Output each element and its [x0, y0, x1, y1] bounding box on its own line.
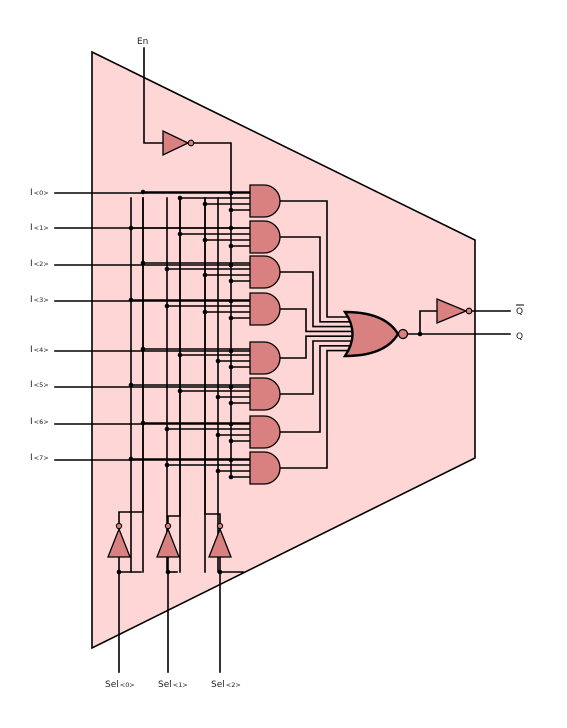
enable-label: En [137, 37, 148, 47]
nor-input-wire-0 [279, 200, 356, 318]
nor-input-wire-5 [279, 340, 356, 395]
junction-dot [202, 309, 208, 315]
q-label: Q [516, 332, 523, 342]
input-label-4: I<4> [30, 345, 49, 355]
junction-dot [215, 432, 221, 438]
q-bar-label: Q [516, 307, 523, 317]
junction-dot [140, 420, 146, 426]
junction-dot [128, 225, 134, 231]
junction-dot [228, 384, 234, 390]
junction-dot [228, 298, 234, 304]
sel0-inv-route [118, 197, 144, 524]
junctions [116, 189, 423, 575]
junction-dot [228, 278, 234, 284]
junction-dot [164, 266, 170, 272]
nor-input-wire-1 [279, 236, 356, 323]
junction-dot [228, 243, 234, 249]
junction-dot [164, 303, 170, 309]
input-label-0: I<0> [30, 188, 49, 198]
select-label-2: Sel<2> [211, 680, 241, 690]
select-inverter-2 [208, 527, 232, 558]
select-inverter-bubble-1 [164, 522, 172, 530]
junction-dot [228, 421, 234, 427]
and-gate-3 [249, 292, 281, 326]
junction-dot [215, 358, 221, 364]
junction-dot [217, 569, 223, 575]
junction-dot [140, 189, 146, 195]
junction-dot [228, 348, 234, 354]
junction-dot [164, 462, 170, 468]
junction-dot [202, 272, 208, 278]
nor-bubble [397, 328, 409, 340]
input-label-5: I<5> [30, 380, 49, 390]
junction-dot [215, 468, 221, 474]
junction-dot [228, 225, 234, 231]
junction-dot [128, 382, 134, 388]
select-label-0: Sel<0> [105, 680, 135, 690]
junction-dot [140, 260, 146, 266]
junction-dot [228, 190, 234, 196]
input-label-3: I<3> [30, 295, 49, 305]
and-gate-2 [249, 255, 281, 289]
input-labels: I<0> I<1> I<2> I<3> I<4> I<5> I<6> I<7> [30, 188, 49, 463]
nor-gate [342, 310, 400, 358]
select-inverter-1 [156, 527, 180, 558]
junction-dot [228, 207, 234, 213]
junction-dot [417, 331, 423, 337]
junction-dot [202, 237, 208, 243]
select-inverter-bubble-2 [216, 522, 224, 530]
junction-dot [202, 201, 208, 207]
enable-inverter [162, 129, 190, 157]
junction-dot [228, 474, 234, 480]
and-gate-1 [249, 220, 281, 254]
junction-dot [177, 388, 183, 394]
mux-body [91, 50, 476, 650]
gates [107, 129, 473, 558]
junction-dot [215, 394, 221, 400]
junction-dot [177, 231, 183, 237]
input-label-6: I<6> [30, 417, 49, 427]
junction-dot [116, 569, 122, 575]
output-inverter [436, 298, 468, 324]
nor-input-wire-2 [279, 271, 356, 328]
nor-input-wire-4 [279, 335, 356, 359]
nor-input-wire-7 [279, 349, 356, 469]
enable-wire [143, 47, 164, 144]
junction-dot [165, 569, 171, 575]
input-label-2: I<2> [30, 259, 49, 269]
enable-inverter-bubble [187, 139, 195, 147]
junction-dot [228, 438, 234, 444]
junction-dot [228, 457, 234, 463]
and-gate-6 [249, 415, 281, 449]
nor-input-wire-3 [279, 308, 356, 333]
nor-input-wire-6 [279, 344, 356, 433]
junction-dot [177, 195, 183, 201]
junction-dot [228, 262, 234, 268]
input-label-1: I<1> [30, 223, 49, 233]
junction-dot [177, 352, 183, 358]
junction-dot [128, 456, 134, 462]
input-label-7: I<7> [30, 453, 49, 463]
wires [54, 47, 511, 673]
junction-dot [128, 297, 134, 303]
junction-dot [228, 400, 234, 406]
junction-dot [140, 346, 146, 352]
select-inverter-0 [107, 527, 131, 558]
junction-dot [164, 426, 170, 432]
select-labels: Sel<0> Sel<1> Sel<2> [105, 680, 241, 690]
and-gate-0 [249, 184, 281, 218]
output-inverter-bubble [465, 307, 473, 315]
junction-dot [228, 364, 234, 370]
select-label-1: Sel<1> [158, 680, 188, 690]
and-gate-4 [249, 341, 281, 375]
select-inverter-bubble-0 [115, 522, 123, 530]
sel2-inv-route [204, 197, 221, 524]
and-gate-5 [249, 377, 281, 411]
qbar-branch-wire [419, 310, 438, 335]
and-gate-7 [249, 451, 281, 485]
junction-dot [228, 315, 234, 321]
